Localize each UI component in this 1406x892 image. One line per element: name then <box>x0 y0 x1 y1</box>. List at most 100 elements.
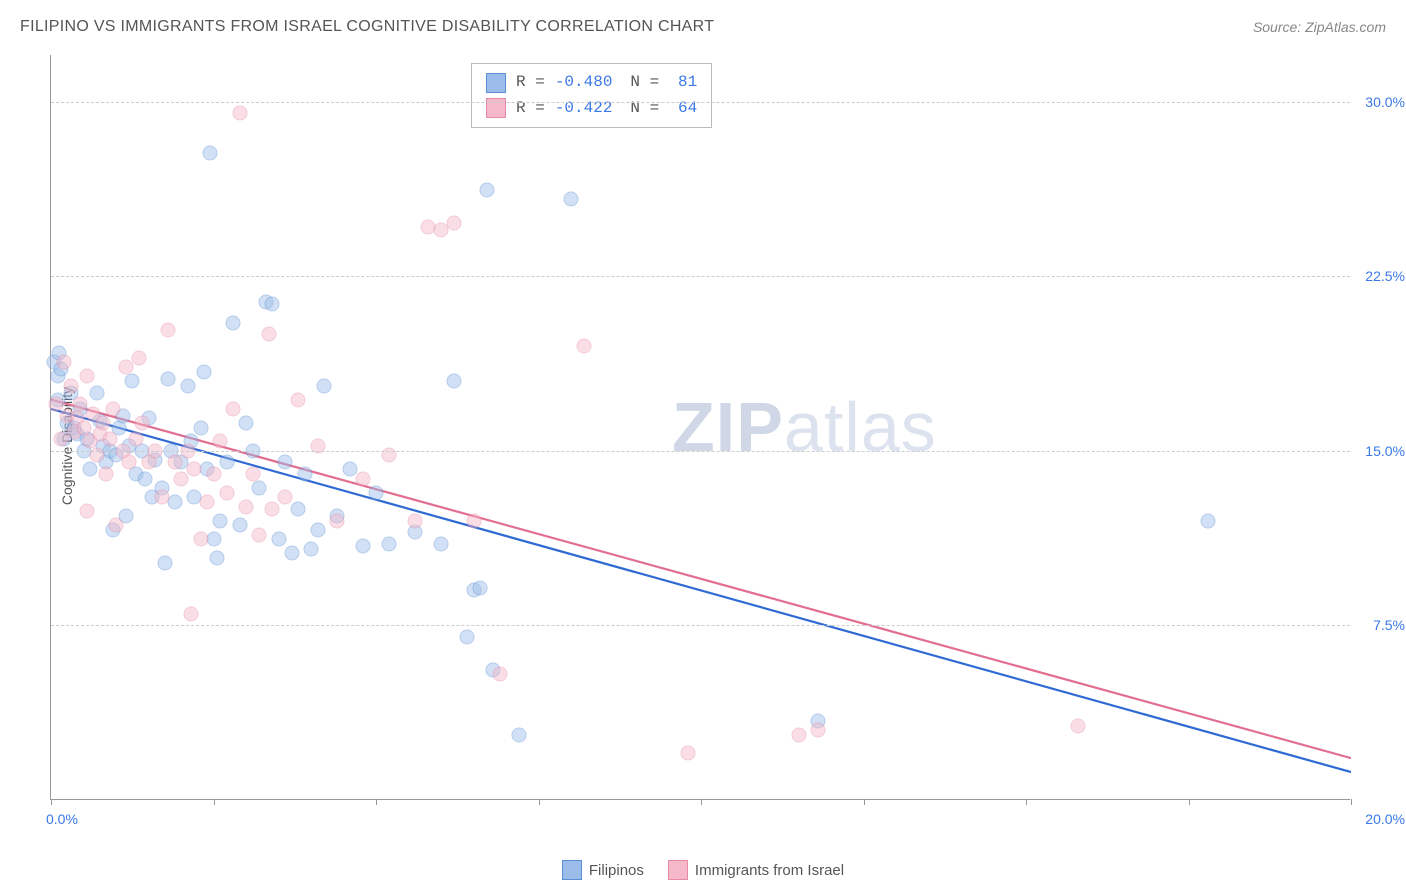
scatter-point <box>265 297 280 312</box>
scatter-point <box>473 581 488 596</box>
scatter-point <box>791 727 806 742</box>
scatter-point <box>193 420 208 435</box>
scatter-point <box>447 215 462 230</box>
scatter-point <box>232 518 247 533</box>
scatter-point <box>203 145 218 160</box>
scatter-point <box>408 513 423 528</box>
x-tick <box>1026 799 1027 805</box>
scatter-point <box>122 455 137 470</box>
scatter-point <box>131 350 146 365</box>
scatter-point <box>187 462 202 477</box>
scatter-point <box>356 539 371 554</box>
stat-n-value: 64 <box>669 96 697 122</box>
y-tick-label: 30.0% <box>1365 94 1405 110</box>
x-tick <box>1351 799 1352 805</box>
bottom-legend-item: Filipinos <box>562 860 644 880</box>
x-tick <box>214 799 215 805</box>
scatter-point <box>213 434 228 449</box>
scatter-point <box>161 371 176 386</box>
scatter-point <box>167 495 182 510</box>
x-axis-min-label: 0.0% <box>46 811 78 827</box>
x-tick <box>376 799 377 805</box>
scatter-point <box>219 485 234 500</box>
scatter-point <box>96 415 111 430</box>
scatter-point <box>196 364 211 379</box>
scatter-point <box>304 541 319 556</box>
gridline <box>51 276 1350 277</box>
scatter-point <box>278 455 293 470</box>
scatter-point <box>200 495 215 510</box>
scatter-point <box>102 432 117 447</box>
scatter-point <box>681 746 696 761</box>
scatter-point <box>356 471 371 486</box>
scatter-point <box>297 467 312 482</box>
stat-n-label: N = <box>630 70 659 96</box>
stat-r-label: R = <box>516 70 545 96</box>
scatter-point <box>512 727 527 742</box>
scatter-point <box>79 504 94 519</box>
scatter-point <box>434 536 449 551</box>
scatter-point <box>226 401 241 416</box>
gridline <box>51 102 1350 103</box>
scatter-point <box>193 532 208 547</box>
scatter-point <box>466 513 481 528</box>
scatter-point <box>271 532 286 547</box>
gridline <box>51 451 1350 452</box>
scatter-point <box>118 359 133 374</box>
scatter-point <box>317 378 332 393</box>
stat-legend-row: R = -0.422 N = 64 <box>486 96 697 122</box>
scatter-point <box>105 401 120 416</box>
x-tick <box>864 799 865 805</box>
stat-n-value: 81 <box>669 70 697 96</box>
scatter-point <box>1201 513 1216 528</box>
stat-r-value: -0.480 <box>555 70 613 96</box>
scatter-point <box>291 501 306 516</box>
legend-swatch <box>486 73 506 93</box>
scatter-point <box>261 327 276 342</box>
y-tick-label: 15.0% <box>1365 443 1405 459</box>
scatter-point <box>138 471 153 486</box>
scatter-point <box>83 462 98 477</box>
scatter-point <box>226 315 241 330</box>
scatter-point <box>57 355 72 370</box>
scatter-point <box>239 499 254 514</box>
scatter-point <box>252 481 267 496</box>
scatter-point <box>99 467 114 482</box>
x-tick <box>51 799 52 805</box>
bottom-legend: Filipinos Immigrants from Israel <box>0 860 1406 880</box>
chart-header: FILIPINO VS IMMIGRANTS FROM ISRAEL COGNI… <box>20 18 1386 36</box>
gridline <box>51 625 1350 626</box>
scatter-point <box>180 378 195 393</box>
scatter-point <box>209 550 224 565</box>
scatter-point <box>63 378 78 393</box>
scatter-point <box>245 467 260 482</box>
scatter-point <box>76 420 91 435</box>
scatter-point <box>252 527 267 542</box>
stat-r-label: R = <box>516 96 545 122</box>
legend-swatch <box>562 860 582 880</box>
scatter-point <box>284 546 299 561</box>
scatter-point <box>183 606 198 621</box>
stat-legend-row: R = -0.480 N = 81 <box>486 70 697 96</box>
scatter-point <box>135 415 150 430</box>
scatter-point <box>213 513 228 528</box>
scatter-point <box>447 373 462 388</box>
stat-legend: R = -0.480 N = 81 R = -0.422 N = 64 <box>471 63 712 128</box>
x-tick <box>539 799 540 805</box>
stat-r-value: -0.422 <box>555 96 613 122</box>
scatter-point <box>157 555 172 570</box>
scatter-point <box>79 369 94 384</box>
scatter-point <box>564 192 579 207</box>
scatter-point <box>492 667 507 682</box>
scatter-point <box>811 723 826 738</box>
scatter-point <box>330 513 345 528</box>
scatter-point <box>479 183 494 198</box>
chart-plot-area: ZIPatlas R =-0.480N =81R =-0.422N =64 7.… <box>50 55 1350 800</box>
bottom-legend-item: Immigrants from Israel <box>668 860 844 880</box>
x-tick <box>1189 799 1190 805</box>
legend-swatch <box>668 860 688 880</box>
scatter-point <box>310 522 325 537</box>
scatter-point <box>206 467 221 482</box>
x-axis-max-label: 20.0% <box>1365 811 1405 827</box>
stat-n-label: N = <box>630 96 659 122</box>
